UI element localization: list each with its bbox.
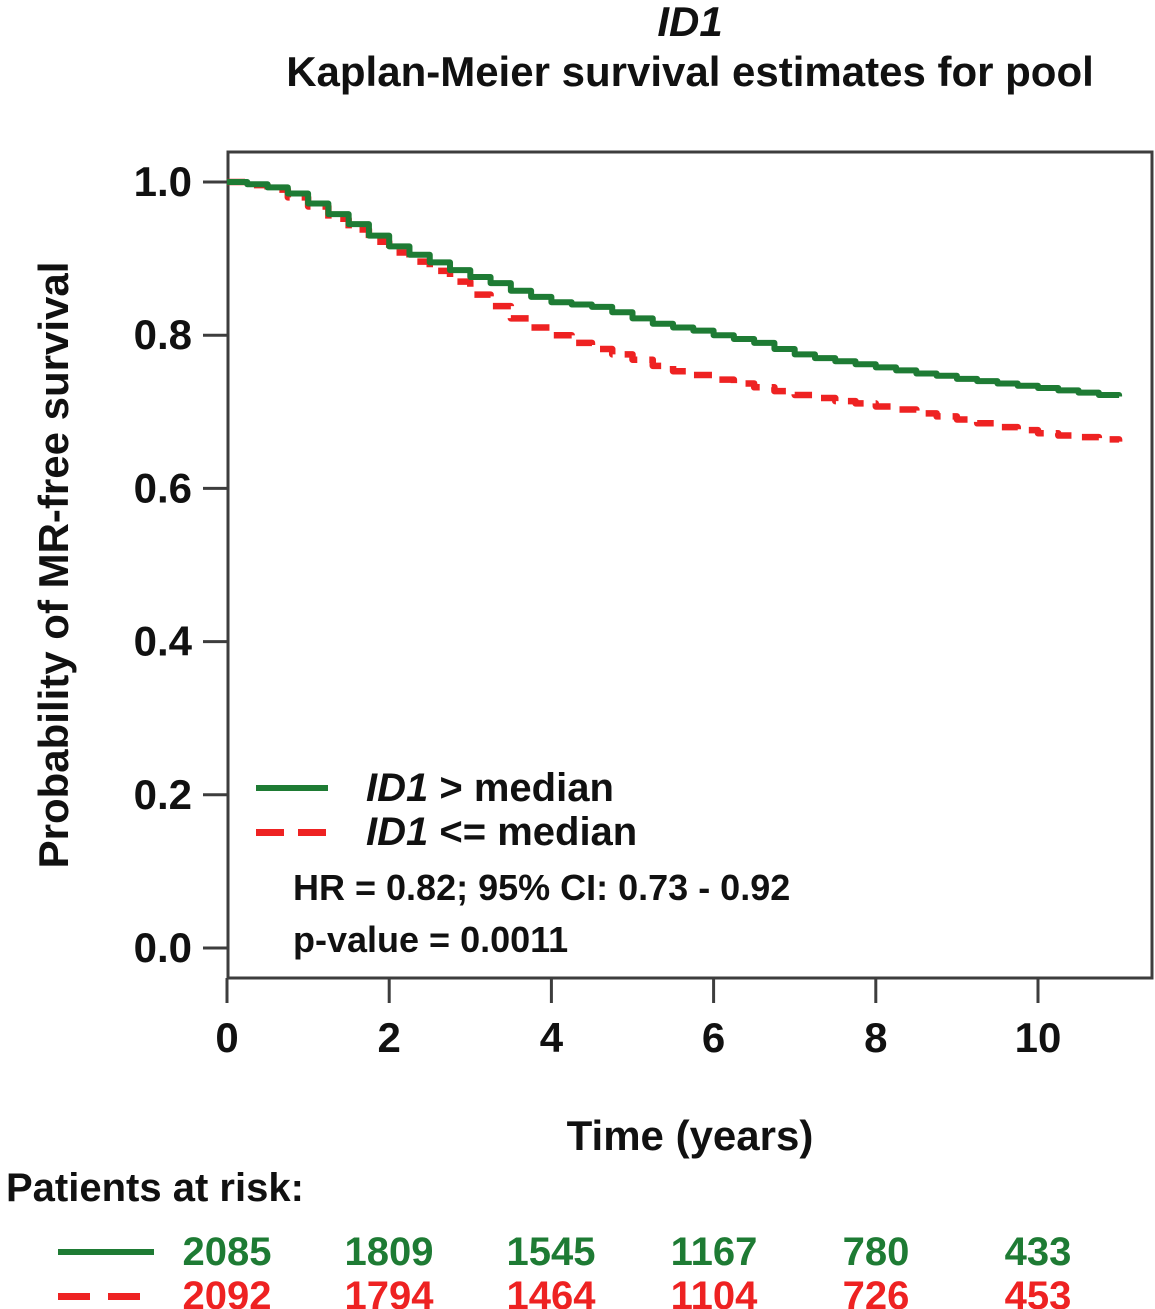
y-axis-tick-label: 0.2 bbox=[134, 771, 192, 818]
legend-comparison: <= median bbox=[428, 809, 638, 854]
y-axis-tick-label: 0.8 bbox=[134, 311, 192, 358]
legend-line-red-dashed-icon bbox=[256, 828, 328, 836]
hazard-ratio-annotation: HR = 0.82; 95% CI: 0.73 - 0.92 bbox=[293, 867, 791, 908]
y-axis-tick-label: 0.0 bbox=[134, 924, 192, 971]
dash bbox=[108, 1293, 140, 1300]
dash bbox=[256, 828, 284, 836]
risk-count: 1794 bbox=[344, 1274, 434, 1309]
risk-table-header: Patients at risk: bbox=[6, 1166, 304, 1210]
x-axis-label: Time (years) bbox=[566, 1112, 814, 1159]
plot-frame bbox=[226, 150, 1154, 980]
risk-row-red-dashes-icon bbox=[58, 1293, 140, 1300]
risk-count: 726 bbox=[842, 1274, 910, 1309]
legend-item-above-median: ID1 > median bbox=[256, 764, 614, 812]
risk-count: 1809 bbox=[344, 1230, 434, 1274]
y-axis-tick-label: 0.6 bbox=[134, 464, 192, 511]
chart-title-gene: ID1 bbox=[657, 0, 723, 45]
risk-count: 1167 bbox=[670, 1230, 758, 1274]
p-value-annotation: p-value = 0.0011 bbox=[293, 919, 569, 960]
legend-item-below-median: ID1 <= median bbox=[256, 808, 637, 856]
risk-count: 453 bbox=[1004, 1274, 1072, 1309]
legend-gene-name: ID1 bbox=[366, 765, 429, 810]
legend-item-label: ID1 <= median bbox=[366, 810, 637, 855]
km-curve-solid-green bbox=[227, 179, 1123, 398]
x-axis-tick-label: 4 bbox=[540, 1014, 564, 1061]
dash bbox=[298, 828, 326, 836]
risk-count: 1464 bbox=[506, 1274, 596, 1309]
risk-row-green-line-icon bbox=[58, 1249, 154, 1255]
chart-title: Kaplan-Meier survival estimates for pool bbox=[286, 48, 1094, 95]
legend-gene-name: ID1 bbox=[366, 809, 429, 854]
risk-count: 2085 bbox=[182, 1230, 272, 1274]
x-axis-tick-label: 6 bbox=[702, 1014, 725, 1061]
legend-item-label: ID1 > median bbox=[366, 766, 614, 811]
risk-count: 2092 bbox=[182, 1274, 272, 1309]
risk-count: 1545 bbox=[506, 1230, 596, 1274]
risk-count: 1104 bbox=[670, 1274, 758, 1309]
y-axis-tick-label: 1.0 bbox=[134, 158, 192, 205]
x-axis-tick-label: 2 bbox=[378, 1014, 401, 1061]
dash bbox=[58, 1293, 90, 1300]
risk-count: 780 bbox=[842, 1230, 910, 1274]
x-axis-tick-label: 10 bbox=[1015, 1014, 1062, 1061]
legend-comparison: > median bbox=[428, 765, 614, 810]
legend-line-green-icon bbox=[256, 785, 328, 791]
risk-count: 433 bbox=[1004, 1230, 1072, 1274]
y-axis-tick-label: 0.4 bbox=[134, 618, 193, 665]
x-axis-tick-label: 8 bbox=[864, 1014, 887, 1061]
km-curve-dashed-red bbox=[227, 178, 1123, 443]
x-axis-tick-label: 0 bbox=[215, 1014, 238, 1061]
